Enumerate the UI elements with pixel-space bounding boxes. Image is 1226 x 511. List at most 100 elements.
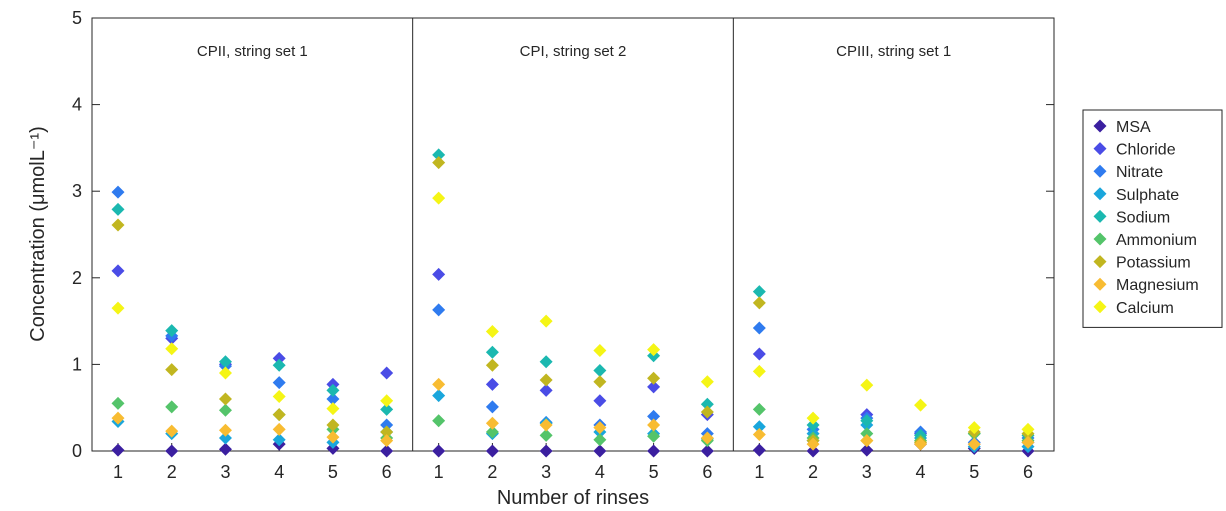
x-tick-label: 6 bbox=[1023, 462, 1033, 482]
y-tick-label: 5 bbox=[72, 8, 82, 28]
data-point bbox=[218, 431, 232, 445]
data-point bbox=[1021, 422, 1035, 436]
data-point bbox=[432, 389, 446, 403]
data-point bbox=[485, 324, 499, 338]
legend-label: Chloride bbox=[1116, 142, 1176, 159]
data-point bbox=[272, 408, 286, 422]
data-point bbox=[593, 375, 607, 389]
plot-area bbox=[91, 17, 1055, 452]
data-point bbox=[593, 344, 607, 358]
legend-label: Potassium bbox=[1116, 255, 1191, 272]
x-axis-label: Number of rinses bbox=[497, 487, 649, 509]
data-point bbox=[806, 411, 820, 425]
data-point bbox=[485, 444, 499, 458]
data-point bbox=[485, 400, 499, 414]
data-point bbox=[432, 303, 446, 317]
legend-marker bbox=[1093, 142, 1107, 156]
data-point bbox=[860, 434, 874, 448]
data-point bbox=[326, 418, 340, 432]
x-tick-label: 3 bbox=[220, 462, 230, 482]
data-point bbox=[539, 418, 553, 432]
x-tick-label: 6 bbox=[382, 462, 392, 482]
legend-label: Sodium bbox=[1116, 209, 1170, 226]
data-point bbox=[272, 422, 286, 436]
data-point bbox=[111, 301, 125, 315]
legend-label: Sulphate bbox=[1116, 187, 1179, 204]
legend-marker bbox=[1093, 119, 1107, 133]
legend-marker bbox=[1093, 277, 1107, 291]
panel-title: CPI, string set 2 bbox=[520, 43, 627, 60]
legend-marker bbox=[1093, 300, 1107, 314]
data-point bbox=[165, 444, 179, 458]
data-point bbox=[539, 355, 553, 369]
x-tick-label: 1 bbox=[113, 462, 123, 482]
x-tick-label: 4 bbox=[595, 462, 605, 482]
data-point bbox=[752, 364, 766, 378]
data-point bbox=[380, 425, 394, 439]
data-point bbox=[272, 358, 286, 372]
data-point bbox=[218, 442, 232, 456]
data-point bbox=[752, 402, 766, 416]
data-point bbox=[111, 202, 125, 216]
data-point bbox=[165, 424, 179, 438]
data-point bbox=[218, 392, 232, 406]
data-point bbox=[806, 437, 820, 451]
data-point bbox=[700, 431, 714, 445]
x-tick-label: 4 bbox=[274, 462, 284, 482]
data-point bbox=[752, 428, 766, 442]
y-tick-label: 1 bbox=[72, 354, 82, 374]
data-point bbox=[647, 409, 661, 423]
panel-title: CPII, string set 1 bbox=[197, 43, 308, 60]
legend-label: Magnesium bbox=[1116, 277, 1199, 294]
y-axis-label: Concentration (μmolL⁻¹) bbox=[27, 126, 49, 342]
data-point bbox=[380, 366, 394, 380]
x-tick-label: 1 bbox=[434, 462, 444, 482]
data-point bbox=[485, 425, 499, 439]
data-point bbox=[165, 363, 179, 377]
data-point bbox=[539, 383, 553, 397]
data-point bbox=[647, 418, 661, 432]
x-tick-label: 2 bbox=[487, 462, 497, 482]
data-point bbox=[700, 397, 714, 411]
data-point bbox=[752, 347, 766, 361]
data-point bbox=[593, 421, 607, 435]
data-point bbox=[752, 321, 766, 335]
data-point bbox=[593, 433, 607, 447]
legend-marker bbox=[1093, 232, 1107, 246]
data-point bbox=[218, 403, 232, 417]
y-tick-label: 0 bbox=[72, 441, 82, 461]
x-tick-label: 5 bbox=[649, 462, 659, 482]
data-point bbox=[967, 437, 981, 451]
data-point bbox=[326, 430, 340, 444]
data-point bbox=[272, 389, 286, 403]
data-point bbox=[218, 423, 232, 437]
data-point bbox=[485, 416, 499, 430]
panel-dividers bbox=[412, 18, 734, 451]
data-point bbox=[700, 405, 714, 419]
data-point bbox=[272, 433, 286, 447]
data-point bbox=[752, 296, 766, 310]
x-tick-label: 2 bbox=[808, 462, 818, 482]
data-point bbox=[485, 345, 499, 359]
data-point bbox=[647, 343, 661, 357]
data-point bbox=[165, 400, 179, 414]
data-point bbox=[806, 444, 820, 458]
data-point bbox=[752, 285, 766, 299]
data-point bbox=[914, 398, 928, 412]
data-point bbox=[1021, 435, 1035, 449]
data-point bbox=[218, 355, 232, 369]
data-point bbox=[432, 191, 446, 205]
x-tick-label: 2 bbox=[167, 462, 177, 482]
data-point bbox=[539, 428, 553, 442]
y-tick-label: 3 bbox=[72, 181, 82, 201]
data-point bbox=[914, 437, 928, 451]
data-point bbox=[432, 444, 446, 458]
data-point bbox=[647, 371, 661, 385]
data-point bbox=[485, 377, 499, 391]
legend-marker bbox=[1093, 255, 1107, 269]
data-point bbox=[380, 418, 394, 432]
legend-label: Ammonium bbox=[1116, 232, 1197, 249]
data-point bbox=[432, 156, 446, 170]
legend-box bbox=[1082, 109, 1223, 328]
data-point bbox=[806, 418, 820, 432]
